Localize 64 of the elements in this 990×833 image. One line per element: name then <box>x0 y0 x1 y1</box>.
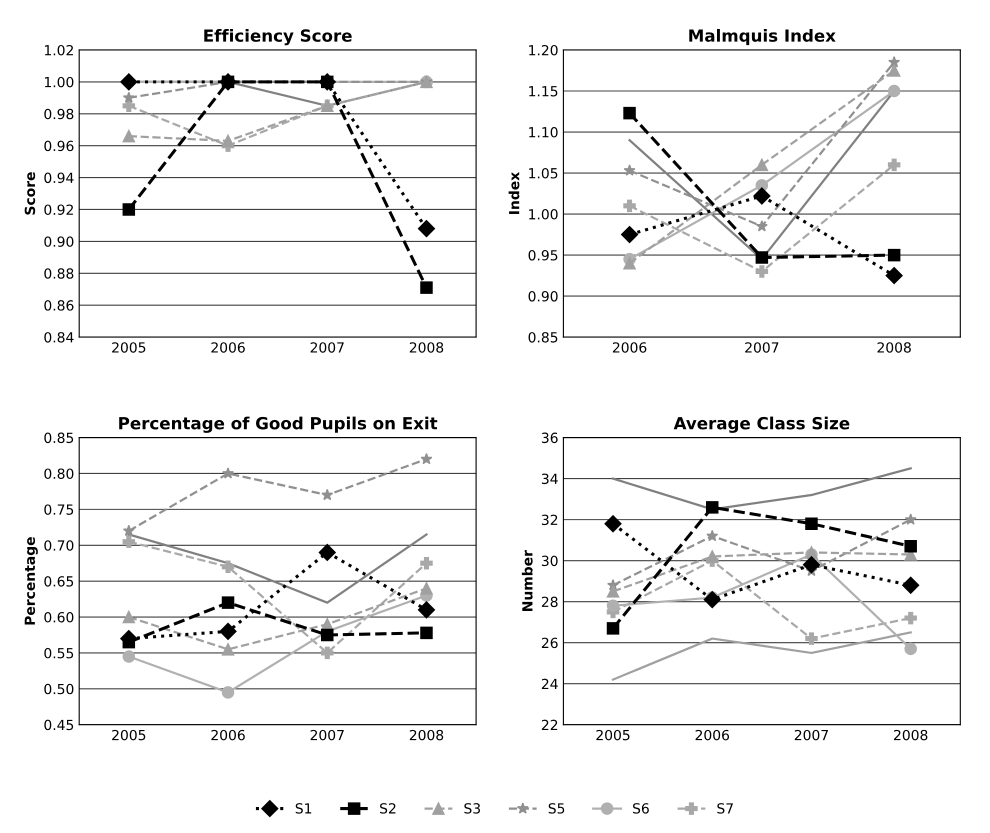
y-tick-label: 24 <box>542 678 558 689</box>
x-tick-label: 2007 <box>310 730 344 740</box>
y-tick-label: 0.90 <box>44 236 74 247</box>
y-tick-label: 1.15 <box>529 86 558 96</box>
y-tick-label: 1.02 <box>44 44 73 56</box>
x-tick-label: 2006 <box>211 730 245 740</box>
y-tick-label: 30 <box>542 556 558 566</box>
x-tick-label: 2006 <box>696 730 730 740</box>
y-tick-label: 0.70 <box>44 540 74 551</box>
x-tick-label: 2007 <box>745 342 778 353</box>
chart-title: Percentage of Good Pupils on Exit <box>119 416 438 433</box>
chart-title: Malmquis Index <box>689 28 836 46</box>
y-tick-label: 0.80 <box>44 468 74 479</box>
x-tick-label: 2008 <box>410 342 444 353</box>
x-tick-label: 2006 <box>211 342 245 353</box>
y-tick-label: 0.90 <box>528 291 558 302</box>
y-tick-label: 1.05 <box>529 168 558 179</box>
y-tick-label: 0.45 <box>44 720 74 730</box>
x-tick-label: 2007 <box>794 730 828 740</box>
y-tick-label: 0.94 <box>44 172 74 184</box>
y-tick-label: 1.10 <box>529 126 558 138</box>
y-tick-label: 0.75 <box>44 504 74 515</box>
y-tick-label: 0.65 <box>44 576 74 587</box>
legend-label: S1 <box>296 803 312 814</box>
x-tick-label: 2005 <box>112 730 146 740</box>
y-tick-label: 1.00 <box>529 209 558 220</box>
y-axis-title: Number <box>522 550 533 611</box>
y-tick-label: 0.55 <box>44 648 74 658</box>
x-tick-label: 2007 <box>310 342 344 353</box>
y-tick-label: 36 <box>542 432 558 444</box>
y-tick-label: 0.85 <box>44 432 74 444</box>
y-tick-label: 0.50 <box>44 684 74 694</box>
y-tick-label: 0.84 <box>44 332 74 343</box>
legend-label: S3 <box>464 803 480 814</box>
legend-label: S7 <box>717 803 733 814</box>
x-tick-label: 2006 <box>612 342 646 353</box>
y-axis-title: Score <box>24 172 36 215</box>
y-tick-label: 34 <box>542 474 558 484</box>
y-tick-label: 1.00 <box>44 76 74 88</box>
y-tick-label: 0.92 <box>44 204 73 215</box>
legend-label: S6 <box>633 803 649 814</box>
x-tick-label: 2008 <box>877 342 911 353</box>
y-tick-label: 0.96 <box>44 140 74 152</box>
x-tick-label: 2005 <box>112 342 146 353</box>
chart-title: Average Class Size <box>674 416 850 433</box>
y-tick-label: 1.20 <box>529 44 558 56</box>
legend-label: S2 <box>380 803 396 814</box>
x-tick-label: 2005 <box>596 730 630 740</box>
y-tick-label: 0.98 <box>44 108 74 120</box>
y-tick-label: 0.86 <box>44 300 74 311</box>
x-tick-label: 2008 <box>894 730 928 740</box>
y-tick-label: 0.95 <box>528 250 558 261</box>
y-tick-label: 32 <box>542 514 558 526</box>
y-tick-label: 0.88 <box>44 268 74 279</box>
y-tick-label: 22 <box>542 720 558 730</box>
y-tick-label: 28 <box>542 596 558 608</box>
y-tick-label: 0.60 <box>44 612 74 623</box>
y-tick-label: 26 <box>542 638 558 648</box>
y-axis-title: Percentage <box>24 537 38 625</box>
x-tick-label: 2008 <box>410 730 444 740</box>
chart-title: Efficiency Score <box>204 28 352 46</box>
legend-label: S5 <box>548 803 564 814</box>
y-axis-title: Index <box>508 172 520 214</box>
y-tick-label: 0.85 <box>528 332 558 343</box>
